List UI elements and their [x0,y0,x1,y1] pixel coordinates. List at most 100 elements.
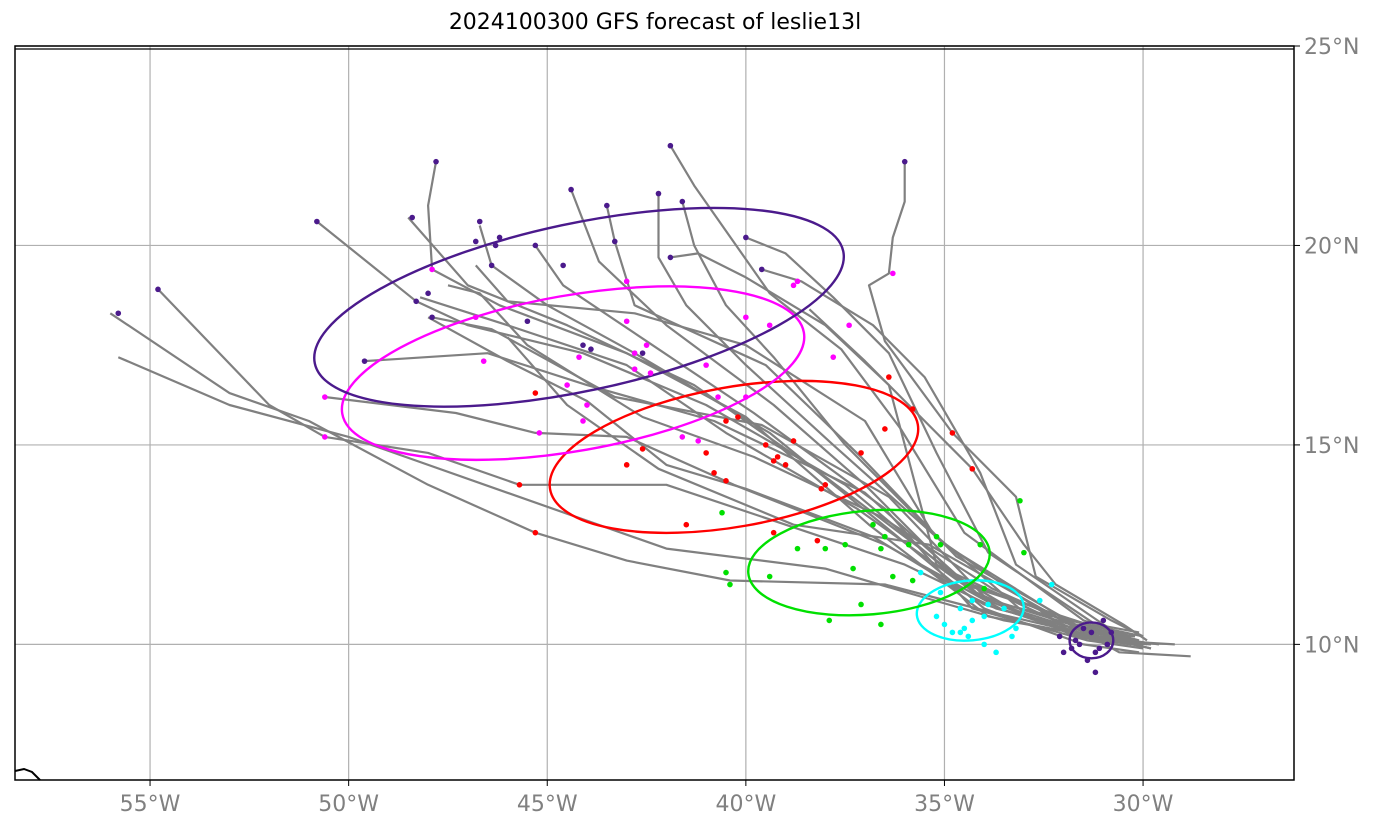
ensemble-track-3 [324,395,1144,646]
point-day3-0 [1017,497,1023,504]
y-tick-label-2: 15°N [1304,434,1359,459]
point-day3-3 [1021,549,1027,556]
point-day4-10 [723,418,729,424]
point-day2-4 [969,617,976,624]
point-day4-14 [639,446,646,452]
point-day1-2 [1072,637,1079,644]
point-day6-8 [611,238,618,245]
point-day2-17 [965,633,972,640]
point-day6-18 [409,214,416,221]
point-day1-5 [1080,625,1087,632]
y-tick-label-0: 25°N [1304,35,1359,60]
point-day2-13 [981,613,987,620]
point-day3-14 [826,617,833,624]
point-day6-25 [115,310,122,317]
point-day4-16 [532,390,539,396]
ellipse-day3 [747,508,991,617]
point-day6-15 [476,218,483,225]
point-day6-12 [492,242,499,249]
point-day5-1 [846,322,852,329]
point-day4-2 [909,406,916,412]
point-day3-16 [858,601,864,608]
point-day2-2 [993,649,999,656]
point-day6-9 [568,186,574,193]
point-day2-6 [985,601,991,608]
point-day2-10 [1001,605,1007,612]
point-day2-5 [957,605,964,612]
point-day5-2 [830,354,837,360]
x-tick-label-3: 40°W [715,792,776,817]
point-day5-8 [695,438,701,444]
point-day5-6 [743,394,749,400]
point-day4-6 [790,438,797,444]
point-day3-17 [909,577,916,584]
point-day2-0 [1048,581,1055,588]
point-day6-11 [532,242,539,249]
y-tick-label-1: 20°N [1304,234,1359,259]
point-day4-17 [516,482,523,488]
point-day5-18 [564,382,570,388]
point-day4-15 [623,462,630,468]
ellipse-day1 [1068,621,1115,660]
point-day4-8 [770,458,777,464]
ensemble-track-10 [478,225,1140,654]
point-day6-7 [604,202,610,209]
point-day4-24 [762,442,769,448]
point-day5-3 [790,282,797,289]
point-day1-0 [1100,617,1107,624]
point-day3-11 [766,573,773,580]
point-day4-3 [882,426,888,432]
point-day3-10 [794,545,801,552]
axis-ticks: 55°W 50°W 45°W 40°W 35°W 30°W 25°N 20°N 15°N 10°N [120,35,1360,817]
ensemble-track-4 [427,316,1140,646]
ensemble-track-15 [681,201,1136,638]
point-day4-1 [949,430,956,436]
point-day5-22 [322,394,328,400]
point-day3-5 [882,533,888,540]
point-day2-8 [961,625,968,632]
point-day1-6 [1096,645,1103,652]
point-day1-13 [1060,649,1067,656]
point-day4-25 [774,454,781,460]
point-day2-18 [957,629,964,636]
point-day5-0 [890,270,896,277]
point-day1-8 [1068,645,1075,652]
point-day6-17 [433,158,439,165]
map-frame [14,45,1295,781]
point-day1-10 [1108,629,1115,636]
x-tick-label-1: 50°W [318,792,379,817]
point-day4-9 [735,414,741,420]
point-day2-15 [1036,597,1043,604]
point-day4-4 [858,450,864,456]
point-day3-19 [937,541,944,548]
point-day3-13 [719,509,725,516]
ensemble-tracks [109,145,1191,658]
point-day5-15 [623,278,630,285]
point-day3-1 [933,533,940,540]
point-day5-7 [703,362,709,368]
ensemble-track-9 [427,161,1144,646]
point-day6-14 [488,262,495,269]
point-day1-11 [1076,641,1083,648]
point-day4-18 [532,529,539,536]
point-day4-0 [969,466,976,472]
forecast-points [115,142,1115,676]
point-day5-14 [623,318,630,325]
x-tick-label-0: 55°W [120,792,181,817]
point-day5-21 [429,266,435,273]
point-day6-27 [580,342,586,348]
point-day4-19 [683,521,690,528]
ensemble-track-17 [745,236,1140,634]
point-day4-22 [770,529,777,536]
x-tick-label-2: 45°W [517,792,578,817]
point-day6-28 [588,346,594,352]
point-day5-9 [679,434,686,440]
point-day4-13 [703,450,709,456]
point-day2-14 [1013,625,1019,632]
point-day3-12 [727,581,733,588]
point-day6-5 [667,254,674,261]
point-day5-11 [643,342,650,348]
ensemble-track-14 [657,193,1132,646]
point-day4-23 [822,482,829,488]
point-day3-7 [822,545,829,552]
